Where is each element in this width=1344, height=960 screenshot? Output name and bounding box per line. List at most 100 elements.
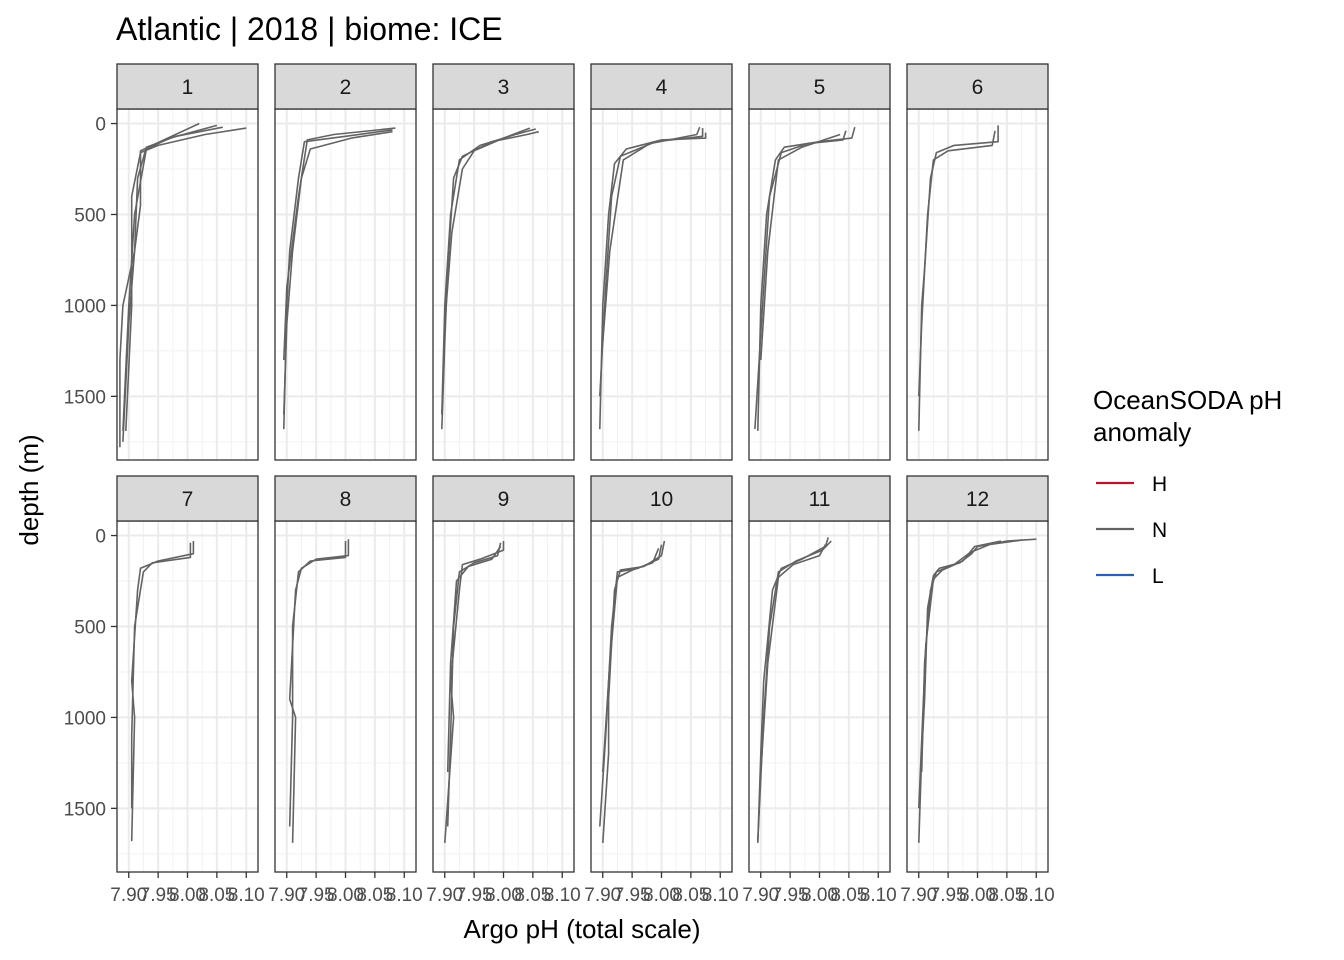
panel-10: 10 [590,475,733,873]
legend: OceanSODA pH anomaly HNL [1093,385,1282,588]
strip-background [748,475,891,522]
legend-title-line-2: anomaly [1093,417,1191,447]
strip-background [748,63,891,110]
x-tick-label: 8.10 [386,885,423,906]
x-tick-label: 8.00 [801,885,838,906]
strip-background [274,475,417,522]
panel-7: 7 [116,475,259,873]
y-tick-label: 1000 [64,708,106,729]
y-tick-label: 500 [74,205,106,226]
y-tick-label: 500 [74,617,106,638]
x-tick-label: 8.05 [830,885,867,906]
strip-label: 5 [814,76,826,99]
strip-label: 12 [966,488,989,511]
y-axis-title: depth (m) [14,434,44,545]
profile-line [446,546,502,773]
x-tick-label: 7.90 [110,885,147,906]
profile-line [130,542,192,809]
legend-label: N [1152,519,1167,542]
panel-8: 8 [274,475,417,873]
strip-label: 9 [498,488,510,511]
x-tick-label: 7.90 [742,885,779,906]
strip-label: 11 [809,488,831,511]
x-tick-label: 8.10 [228,885,265,906]
legend-label: L [1152,565,1164,588]
x-axes-group: 7.907.958.008.058.10 7.907.958.008.058.10… [110,872,1055,906]
x-tick-label: 8.10 [860,885,897,906]
panel-2: 2 [274,63,417,461]
profile-line [130,541,195,842]
legend-entries: HNL [1096,473,1167,588]
panel-6: 6 [906,63,1049,461]
panel-1: 1 [116,63,259,461]
panel-3: 3 [432,63,575,461]
profile-line [760,133,841,361]
legend-entry-N: N [1096,519,1167,542]
strip-label: 8 [340,488,352,511]
legend-label: H [1152,473,1167,496]
panel-9: 9 [432,475,575,873]
panels-group: 1 2 3 4 5 67 8 9 10 11 12 [116,63,1049,873]
profile-line [599,128,704,397]
profile-line [441,128,537,415]
strip-background [116,63,259,110]
x-tick-label: 8.05 [356,885,393,906]
x-tick-label: 7.95 [930,885,967,906]
y-axes-group: 0 500 1000 1500 0 500 1000 1500 [64,115,117,820]
x-tick-label: 8.10 [702,885,739,906]
strip-background [906,63,1049,110]
profile-line [760,544,827,773]
y-tick-label: 0 [95,527,106,548]
x-tick-label: 8.05 [988,885,1025,906]
x-tick-label: 7.90 [900,885,937,906]
strip-label: 2 [340,76,352,99]
strip-label: 4 [656,76,668,99]
legend-entry-L: L [1096,565,1164,588]
panel-5: 5 [748,63,891,461]
strip-label: 3 [498,76,510,99]
x-tick-label: 8.00 [169,885,206,906]
profile-line [446,542,502,827]
strip-background [116,475,259,522]
x-tick-label: 8.05 [672,885,709,906]
legend-title-line-1: OceanSODA pH [1093,385,1282,415]
profile-line [288,541,347,827]
strip-label: 10 [650,488,673,511]
strip-background [590,63,733,110]
strip-label: 7 [182,488,194,511]
x-tick-label: 8.10 [544,885,581,906]
profile-line [444,127,531,324]
x-tick-label: 8.00 [327,885,364,906]
panel-4: 4 [590,63,733,461]
x-tick-label: 8.00 [485,885,522,906]
chart-title: Atlantic | 2018 | biome: ICE [116,11,503,47]
x-tick-label: 7.95 [614,885,651,906]
strip-background [906,475,1049,522]
y-tick-label: 0 [95,115,106,136]
x-tick-label: 7.95 [456,885,493,906]
x-tick-label: 7.90 [426,885,463,906]
x-tick-label: 7.90 [584,885,621,906]
strip-background [432,63,575,110]
x-tick-label: 7.95 [298,885,335,906]
profile-line [602,547,660,773]
x-tick-label: 8.05 [198,885,235,906]
profile-line [444,541,505,843]
y-tick-label: 1500 [64,799,106,820]
y-tick-label: 1000 [64,296,106,317]
x-tick-label: 7.95 [772,885,809,906]
profile-line [918,539,1022,809]
panel-12: 12 [906,475,1049,873]
x-tick-label: 7.95 [140,885,177,906]
strip-background [590,475,733,522]
x-tick-label: 8.05 [514,885,551,906]
profile-line [602,126,701,342]
strip-background [274,63,417,110]
profile-line [754,130,847,430]
profile-line [122,124,218,431]
panel-11: 11 [748,475,891,873]
legend-entry-H: H [1096,473,1167,496]
strip-label: 6 [972,76,984,99]
x-tick-label: 7.90 [268,885,305,906]
